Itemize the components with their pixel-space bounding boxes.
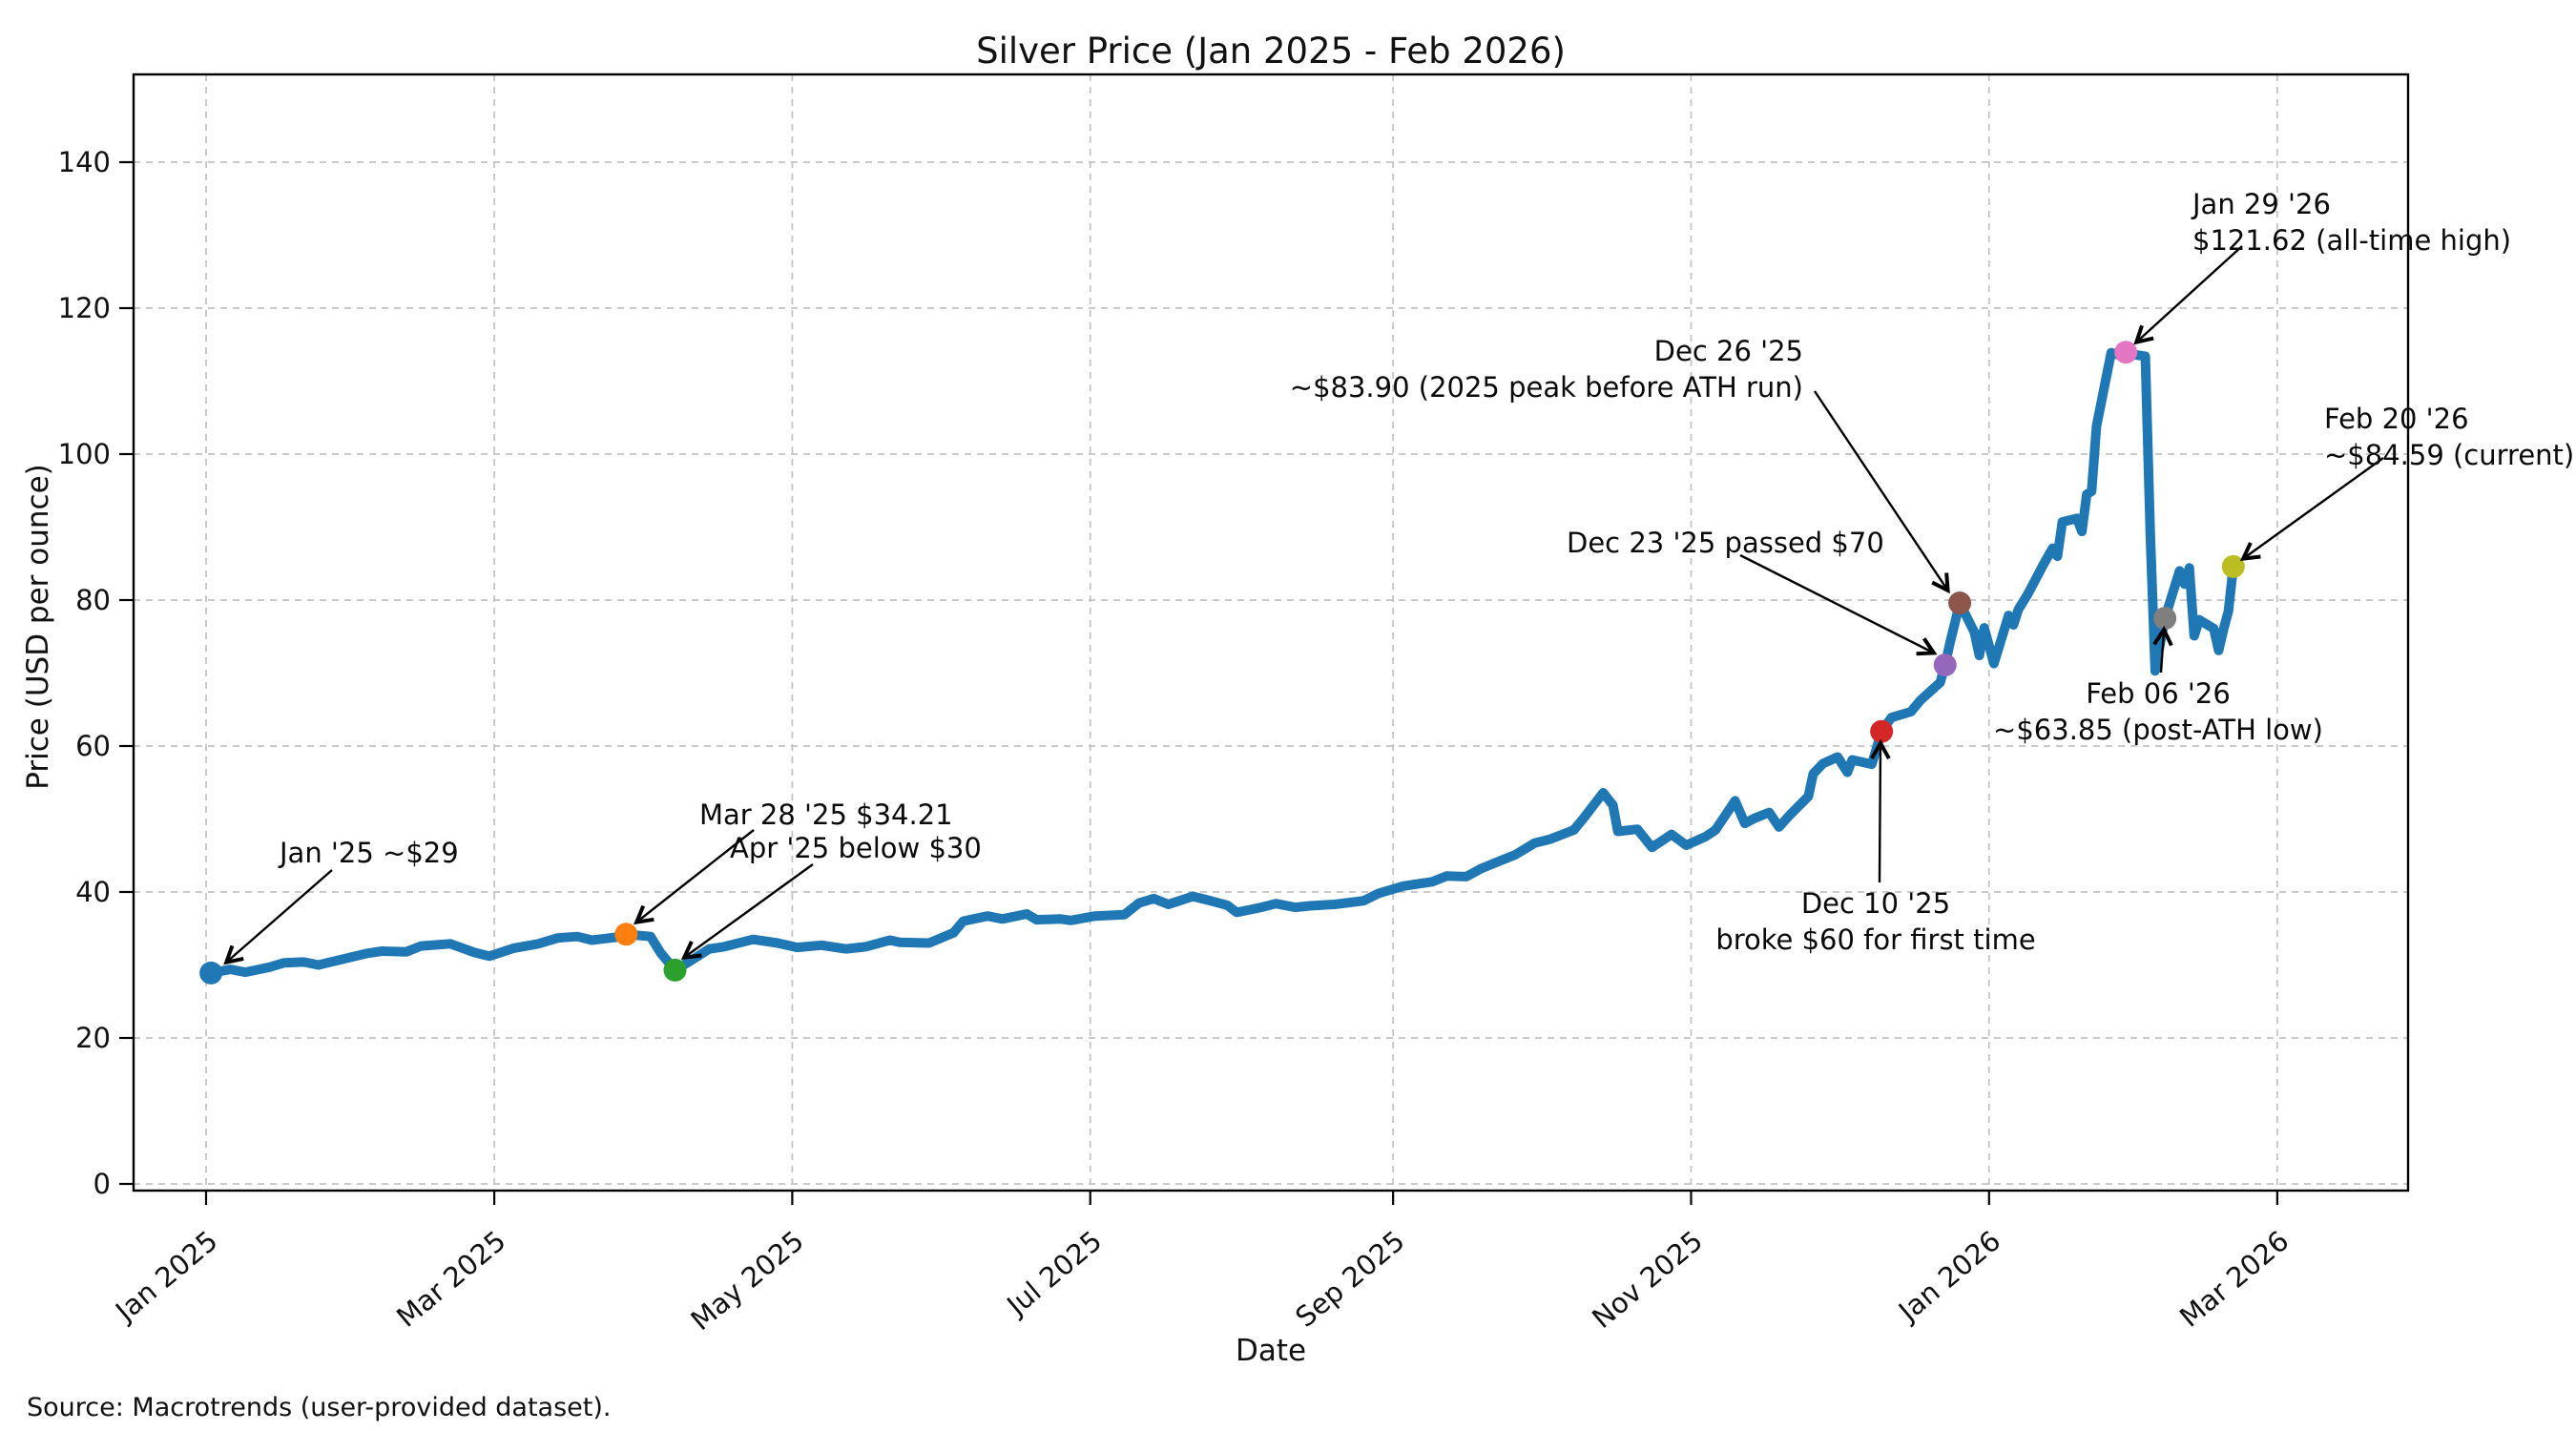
annotation-apr-25: Apr '25 below $30 bbox=[730, 832, 982, 864]
chart-title: Silver Price (Jan 2025 - Feb 2026) bbox=[976, 31, 1566, 72]
x-tick-label: Mar 2025 bbox=[390, 1224, 511, 1334]
x-tick-label: Mar 2026 bbox=[2173, 1224, 2295, 1334]
y-tick-label: 100 bbox=[58, 438, 111, 470]
y-tick-label: 0 bbox=[93, 1168, 111, 1200]
annotation-dec-10-25: Dec 10 '25 broke $60 for first time bbox=[1715, 887, 2036, 956]
annotation-jan-29-26: Jan 29 '26 $121.62 (all-time high) bbox=[2192, 188, 2512, 257]
x-axis-label: Date bbox=[1235, 1334, 1307, 1368]
y-tick-label: 20 bbox=[75, 1022, 111, 1054]
annotation-feb-20-26: Feb 20 '26 ~$84.59 (current) bbox=[2324, 403, 2575, 471]
y-axis-label: Price (USD per ounce) bbox=[21, 464, 55, 790]
y-tick-label: 60 bbox=[75, 730, 111, 762]
marker-feb-06-2026-post-ath-low bbox=[2153, 607, 2177, 631]
annotation-feb-06-26: Feb 06 '26 ~$63.85 (post-ATH low) bbox=[1993, 677, 2323, 746]
marker-dec-26-2025-peak bbox=[1948, 591, 1972, 615]
annotation-dec-23-25: Dec 23 '25 passed $70 bbox=[1567, 527, 1884, 559]
x-tick-label: Jan 2025 bbox=[108, 1224, 223, 1328]
annotation-arrow-mar-28-25 bbox=[634, 829, 755, 925]
annotation-arrow-jan-25 bbox=[223, 869, 333, 965]
annotation-arrow-feb-06-26 bbox=[2152, 625, 2173, 674]
marker-dec-10-2025-broke-60 bbox=[1870, 719, 1894, 743]
tick-labels: 0 20 40 60 80 100 120 140 Jan 2025 Mar 2025 May 20… bbox=[58, 146, 2296, 1337]
annotation-arrow-feb-20-26 bbox=[2239, 457, 2384, 561]
marker-feb-20-2026-current bbox=[2221, 554, 2245, 578]
marker-jan-2025-start bbox=[199, 961, 223, 985]
annotation-jan-25: Jan '25 ~$29 bbox=[280, 837, 459, 869]
marker-dec-23-2025-passed-70 bbox=[1933, 653, 1957, 677]
plot-border bbox=[132, 73, 2410, 1192]
annotation-arrow-dec-26-25 bbox=[1814, 390, 1950, 594]
annotation-arrow-jan-29-26 bbox=[2133, 245, 2243, 345]
x-tick-label: May 2025 bbox=[685, 1224, 810, 1337]
x-tick-label: Nov 2025 bbox=[1586, 1224, 1709, 1335]
y-tick-label: 120 bbox=[58, 292, 111, 324]
x-tick-label: Sep 2025 bbox=[1289, 1224, 1410, 1334]
marker-mar-28-2025-peak bbox=[614, 923, 638, 946]
annotation-arrow-apr-25 bbox=[680, 863, 814, 960]
y-tick-label: 40 bbox=[75, 876, 111, 908]
annotation-mar-28-25: Mar 28 '25 $34.21 bbox=[699, 798, 953, 831]
y-tick-label: 140 bbox=[58, 146, 111, 178]
price-line bbox=[206, 347, 2238, 978]
annotation-arrow-dec-23-25 bbox=[1739, 553, 1938, 656]
annotation-dec-26-25: Dec 26 '25 ~$83.90 (2025 peak before ATH… bbox=[1289, 335, 1803, 404]
marker-jan-29-2026-ath bbox=[2114, 341, 2138, 364]
ticks bbox=[119, 160, 2278, 1205]
x-tick-label: Jul 2025 bbox=[999, 1224, 1108, 1322]
x-tick-label: Jan 2026 bbox=[1891, 1224, 2006, 1328]
y-tick-label: 80 bbox=[75, 584, 111, 616]
annotation-arrows bbox=[223, 245, 2384, 965]
gridlines bbox=[134, 74, 2408, 1191]
marker-apr-2025-dip bbox=[663, 958, 687, 982]
source-note: Source: Macrotrends (user-provided datas… bbox=[27, 1393, 612, 1422]
